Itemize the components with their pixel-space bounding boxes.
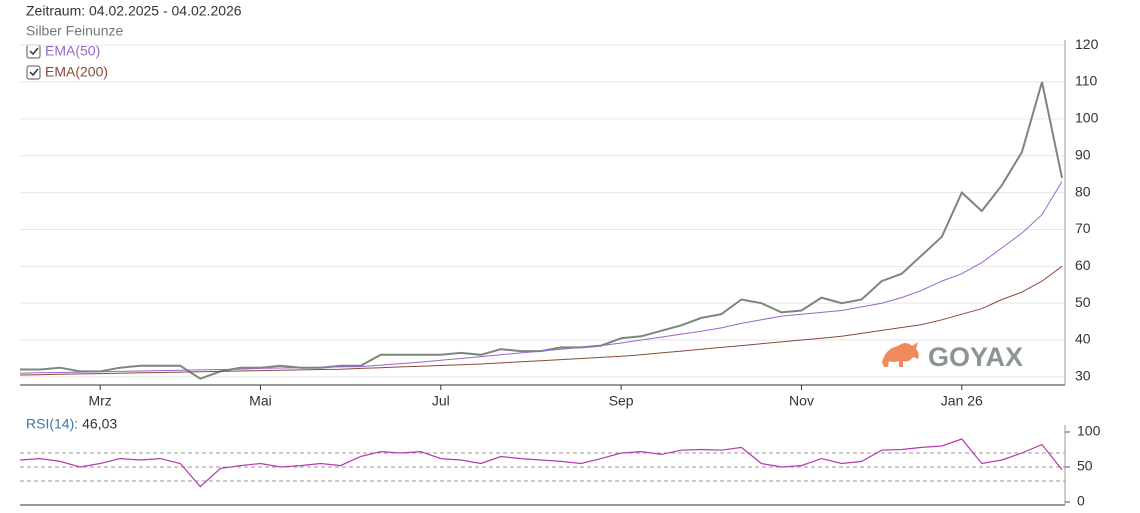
y-tick-label: 50 xyxy=(1075,294,1091,310)
y-tick-label: 80 xyxy=(1075,183,1091,199)
y-tick-label: 40 xyxy=(1075,331,1091,347)
x-tick-label: Nov xyxy=(789,393,814,409)
y-tick-label: 110 xyxy=(1075,73,1098,89)
y-tick-label: 30 xyxy=(1075,368,1091,384)
checkbox[interactable] xyxy=(26,65,41,80)
y-tick-label: 60 xyxy=(1075,257,1091,273)
rsi-y-tick-label: 100 xyxy=(1077,423,1101,439)
rsi-value: 46,03 xyxy=(82,416,117,432)
y-tick-label: 70 xyxy=(1075,220,1091,236)
rsi-label: RSI(14): xyxy=(26,416,78,432)
legend-label[interactable]: EMA(50) xyxy=(45,43,100,59)
checkmark xyxy=(29,68,39,77)
x-tick-label: Sep xyxy=(609,393,634,409)
x-tick-label: Mrz xyxy=(88,393,111,409)
series-line xyxy=(19,438,1063,488)
rsi-y-tick-label: 50 xyxy=(1077,458,1093,474)
series-line xyxy=(19,181,1063,374)
checkmark xyxy=(29,47,39,56)
series-line xyxy=(20,81,1063,380)
bull xyxy=(882,342,919,367)
rsi-y-tick-label: 0 xyxy=(1077,493,1085,509)
y-tick-label: 90 xyxy=(1075,146,1091,162)
y-tick-label: 100 xyxy=(1075,110,1099,126)
watermark: GOYAX xyxy=(928,342,1023,372)
y-tick-label: 120 xyxy=(1075,36,1099,52)
logo-icon xyxy=(882,342,919,367)
legend-label[interactable]: EMA(200) xyxy=(45,64,108,80)
series-label: Silber Feinunze xyxy=(26,23,123,39)
chart-title: Zeitraum: 04.02.2025 - 04.02.2026 xyxy=(26,3,242,19)
checkbox[interactable] xyxy=(26,44,41,59)
x-tick-label: Jan 26 xyxy=(941,393,983,409)
x-tick-label: Jul xyxy=(432,393,450,409)
x-tick-label: Mai xyxy=(249,393,272,409)
series-line xyxy=(19,265,1063,376)
